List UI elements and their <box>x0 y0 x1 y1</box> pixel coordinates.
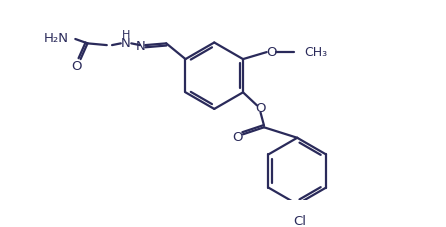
Text: H: H <box>122 30 130 40</box>
Text: N: N <box>121 37 131 50</box>
Text: Cl: Cl <box>293 215 306 227</box>
Text: O: O <box>71 60 82 73</box>
Text: O: O <box>255 101 266 115</box>
Text: N: N <box>136 40 146 53</box>
Text: H₂N: H₂N <box>43 32 68 45</box>
Text: CH₃: CH₃ <box>304 46 327 59</box>
Text: O: O <box>232 131 243 144</box>
Text: O: O <box>266 46 276 59</box>
